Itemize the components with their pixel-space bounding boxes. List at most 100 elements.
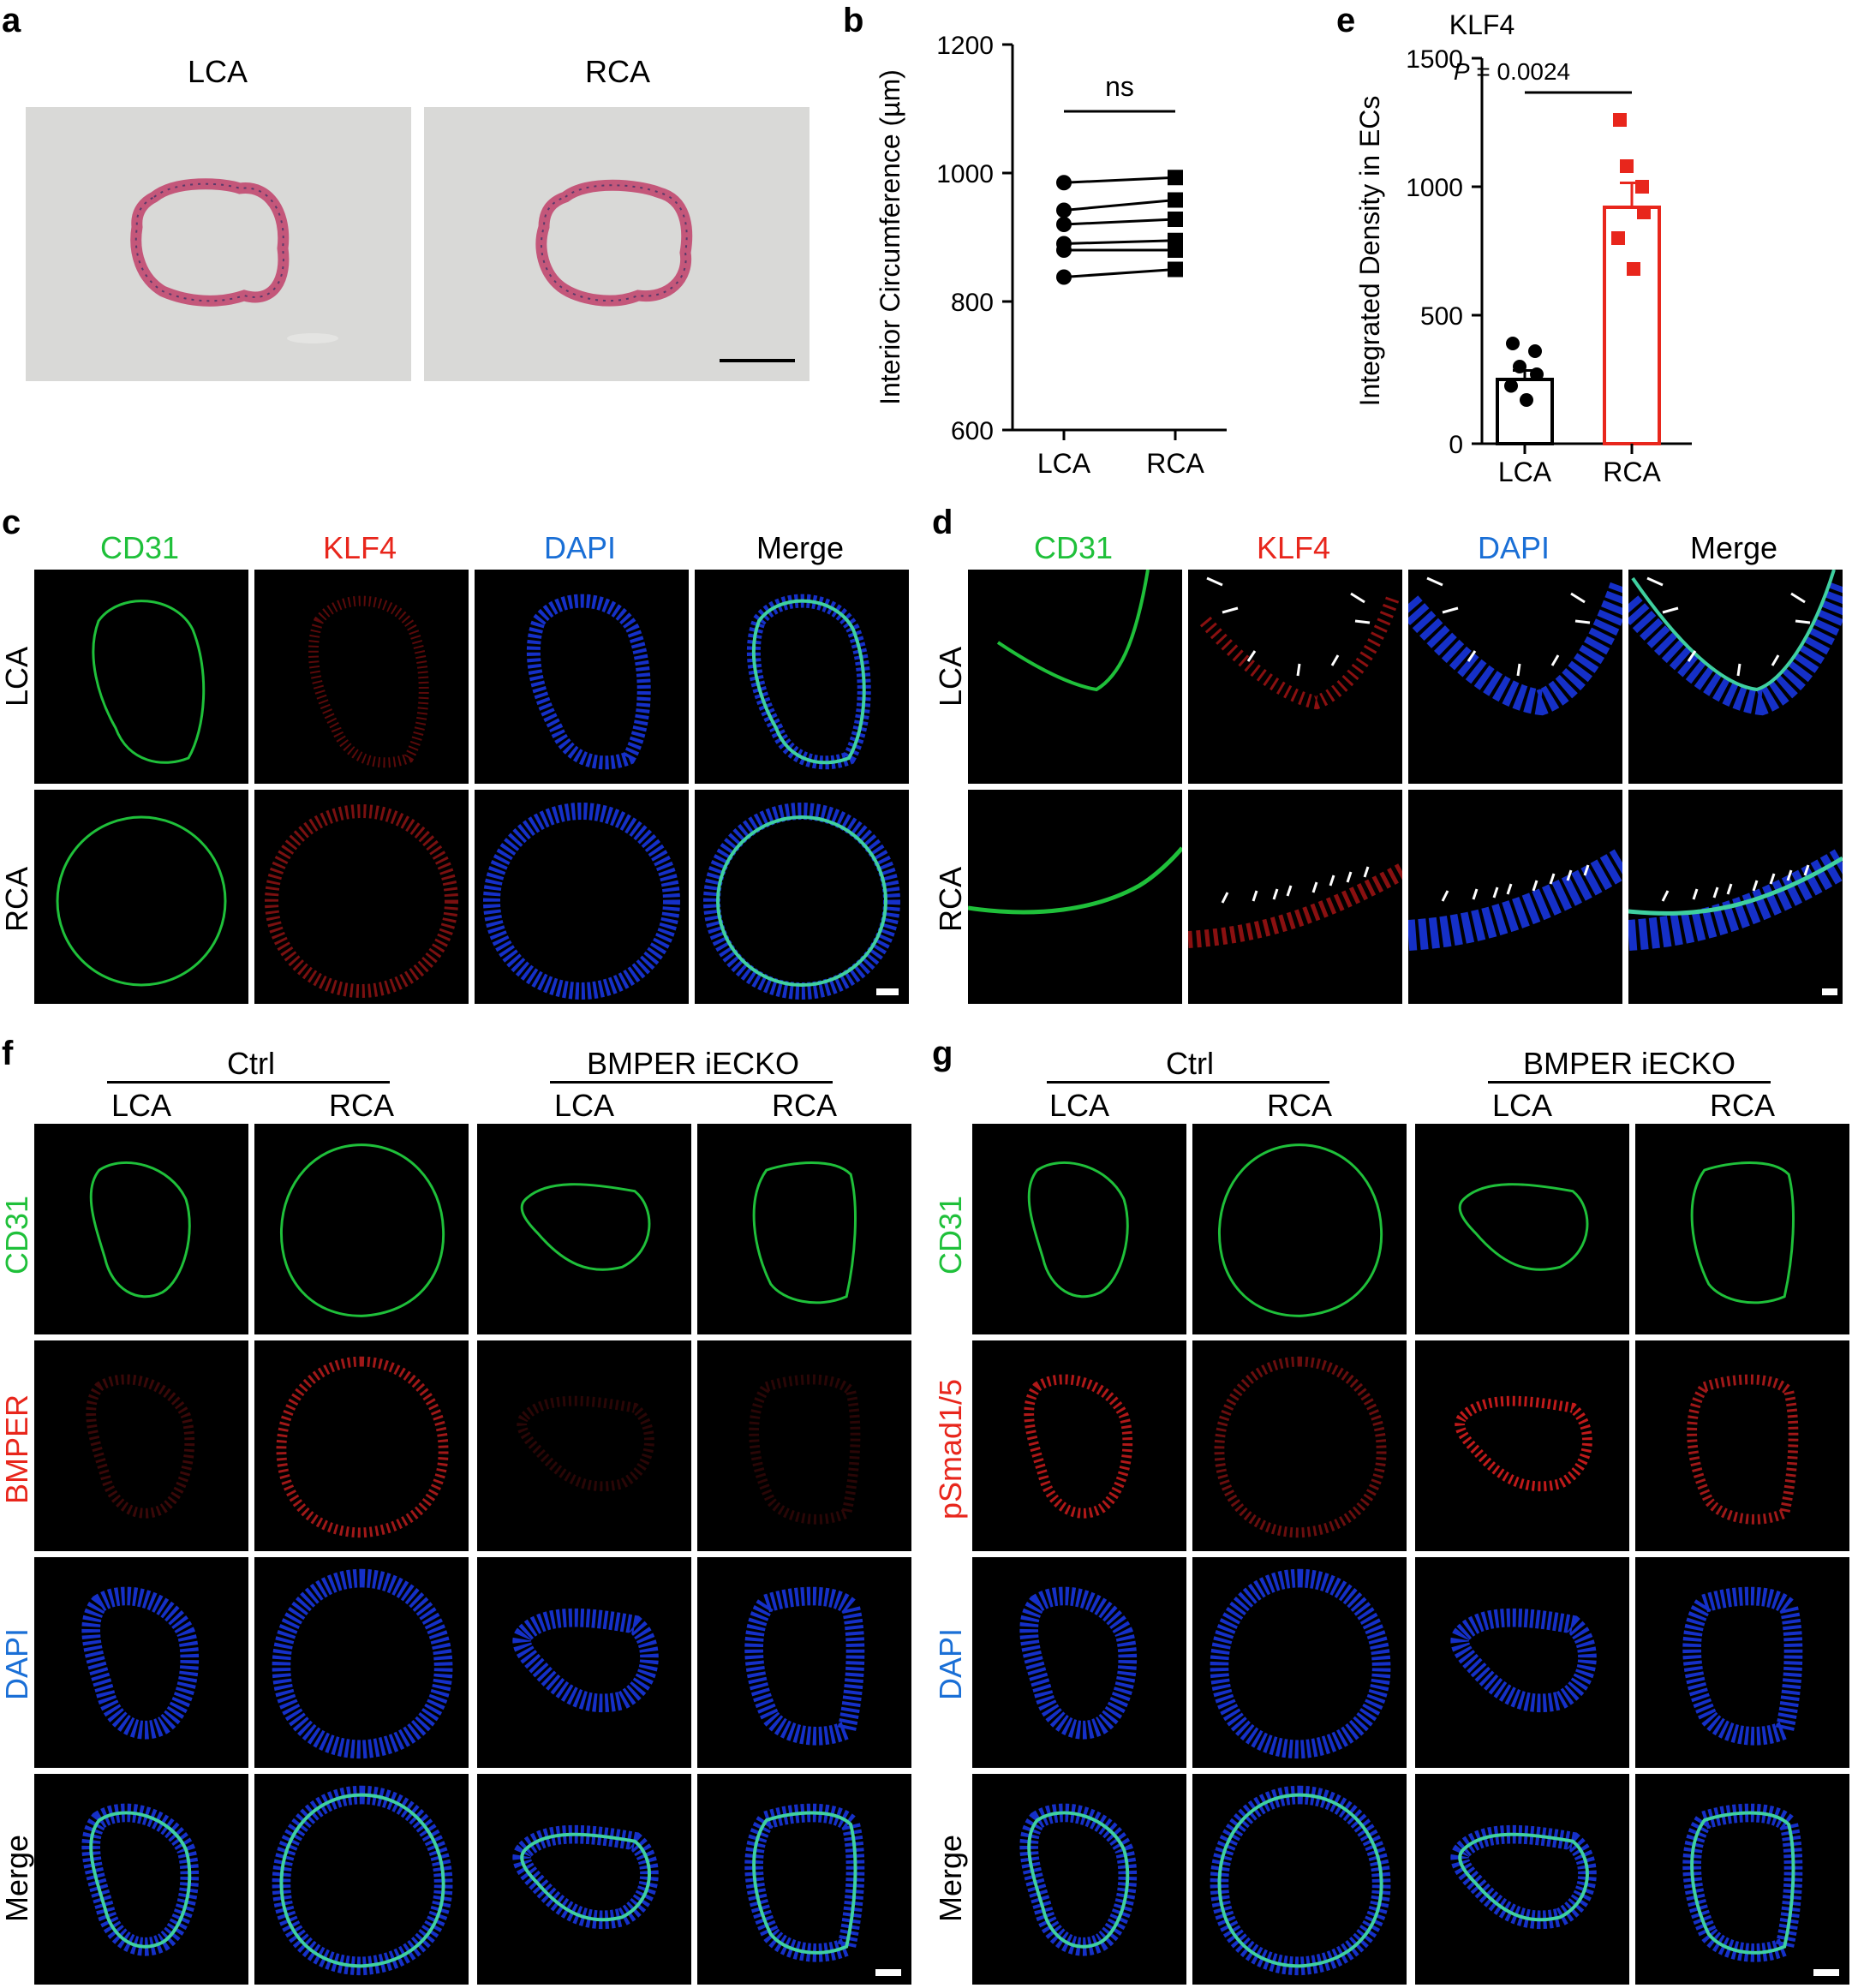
- chart-e-p-annotation: P = 0.0024: [1454, 58, 1570, 85]
- panel-letter-d: d: [932, 504, 953, 541]
- g-dapi-4: [1635, 1557, 1849, 1768]
- c-rca-merge: [695, 790, 909, 1004]
- g-merge-1: [972, 1774, 1186, 1985]
- f-dapi-3: [477, 1557, 691, 1768]
- panel-f-col-2: RCA: [328, 1088, 395, 1123]
- chart-e: KLF4 P = 0.0024 0 500 1000 1500 LCA RCA Inte…: [1354, 9, 1692, 487]
- panel-f-group-ctrl: Ctrl: [227, 1046, 275, 1081]
- chart-b-point-rca: [1168, 192, 1183, 208]
- f-dapi-4: [697, 1557, 911, 1768]
- c-rca-cd31: [34, 790, 248, 1004]
- panel-letter-e: e: [1336, 2, 1356, 39]
- chart-b-ylabel: Interior Circumference (µm): [875, 69, 905, 405]
- c-lca-merge: [695, 570, 909, 784]
- chart-b-pair-line: [1063, 176, 1176, 184]
- d-lca-dapi: [1408, 570, 1622, 784]
- chart-b-xtick-label: RCA: [1146, 448, 1204, 479]
- g-cd31-3: [1415, 1124, 1629, 1334]
- panel-g-group-iecko: BMPER iECKO: [1522, 1046, 1736, 1081]
- chart-e-point: [1613, 113, 1627, 127]
- chart-b-xtick-label: LCA: [1037, 448, 1091, 479]
- panel-letter-b: b: [843, 2, 864, 39]
- he-image-rca: [424, 107, 810, 381]
- chart-e-point: [1620, 159, 1634, 173]
- d-rca-klf4: [1188, 790, 1402, 1004]
- panel-c-col-dapi: DAPI: [543, 530, 617, 565]
- panel-c-row-rca: RCA: [0, 866, 34, 933]
- chart-e-ytick-label: 0: [1449, 431, 1463, 459]
- panel-d-col-klf4: KLF4: [1256, 530, 1331, 565]
- g-merge-3: [1415, 1774, 1629, 1985]
- chart-b-point-lca: [1056, 217, 1072, 232]
- panel-f-row-dapi: DAPI: [0, 1627, 34, 1701]
- d-rca-cd31: [968, 790, 1182, 1004]
- he-image-lca: [26, 107, 411, 381]
- chart-b-point-rca: [1168, 170, 1183, 186]
- chart-e-point: [1513, 360, 1526, 373]
- c-rca-klf4: [254, 790, 469, 1004]
- chart-e-point: [1627, 262, 1640, 276]
- panel-f-row-merge: Merge: [0, 1834, 34, 1923]
- chart-b-point-rca: [1168, 242, 1183, 258]
- chart-e-point: [1506, 337, 1520, 350]
- panel-d-row-rca: RCA: [933, 866, 968, 933]
- scale-bar-f: [875, 1969, 901, 1976]
- chart-b-ytick-label: 600: [951, 417, 994, 445]
- chart-b-pair-line: [1063, 199, 1176, 212]
- f-red-3: [477, 1340, 691, 1551]
- d-lca-merge: [1628, 570, 1843, 784]
- chart-e-point: [1528, 344, 1542, 358]
- panel-letter-g: g: [932, 1035, 953, 1072]
- c-lca-klf4: [254, 570, 469, 784]
- f-merge-2: [254, 1774, 469, 1985]
- panel-g-rule-ctrl: [1047, 1081, 1329, 1084]
- g-red-4: [1635, 1340, 1849, 1551]
- panel-f-col-1: LCA: [111, 1088, 172, 1123]
- panel-d-col-cd31: CD31: [1033, 530, 1114, 565]
- d-rca-dapi: [1408, 790, 1622, 1004]
- chart-e-point: [1635, 180, 1649, 194]
- f-red-2: [254, 1340, 469, 1551]
- panel-g-row-dapi: DAPI: [933, 1627, 968, 1701]
- panel-g-row-cd31: CD31: [933, 1195, 968, 1275]
- panel-f-col-3: LCA: [553, 1088, 615, 1123]
- chart-b-ytick-label: 1000: [936, 160, 994, 188]
- g-merge-2: [1192, 1774, 1407, 1985]
- panel-letter-c: c: [2, 504, 21, 541]
- panel-c-col-merge: Merge: [756, 530, 845, 565]
- panel-f-rule-iecko: [550, 1081, 833, 1084]
- chart-e-point: [1611, 231, 1625, 245]
- chart-e-point: [1504, 379, 1518, 393]
- chart-b-pair-line: [1063, 268, 1176, 278]
- g-red-1: [972, 1340, 1186, 1551]
- c-rca-dapi: [475, 790, 689, 1004]
- scale-bar-g: [1813, 1969, 1839, 1976]
- chart-b-point-lca: [1056, 242, 1072, 258]
- f-cd31-2: [254, 1124, 469, 1334]
- chart-b-point-lca: [1056, 175, 1072, 191]
- chart-b-pair-line: [1063, 218, 1176, 226]
- panel-f-rule-ctrl: [107, 1081, 390, 1084]
- panel-g-row-psmad: pSmad1/5: [933, 1378, 968, 1520]
- panel-c-col-klf4: KLF4: [322, 530, 397, 565]
- chart-b: 600 800 1000 1200 LCA RCA ns Interior Circum…: [875, 32, 1227, 479]
- chart-e-point: [1530, 367, 1544, 381]
- chart-e-ylabel: Integrated Density in ECs: [1354, 96, 1385, 407]
- panel-a-label-rca: RCA: [584, 54, 651, 89]
- panel-d-col-merge: Merge: [1689, 530, 1778, 565]
- scale-bar-c: [876, 988, 899, 995]
- d-lca-klf4: [1188, 570, 1402, 784]
- g-cd31-4: [1635, 1124, 1849, 1334]
- chart-b-ytick-label: 800: [951, 289, 994, 317]
- g-cd31-2: [1192, 1124, 1407, 1334]
- panel-g-col-1: LCA: [1048, 1088, 1110, 1123]
- chart-e-ytick-label: 500: [1420, 302, 1463, 331]
- c-lca-cd31: [34, 570, 248, 784]
- panel-g-col-2: RCA: [1266, 1088, 1333, 1123]
- chart-b-pair-line: [1063, 239, 1176, 245]
- g-red-3: [1415, 1340, 1629, 1551]
- panel-f-row-bmper: BMPER: [0, 1394, 34, 1505]
- c-lca-dapi: [475, 570, 689, 784]
- f-dapi-1: [34, 1557, 248, 1768]
- panel-f-col-4: RCA: [771, 1088, 838, 1123]
